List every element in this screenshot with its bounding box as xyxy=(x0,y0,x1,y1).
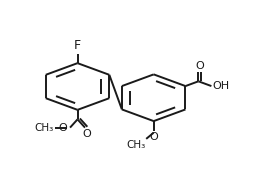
Text: F: F xyxy=(74,39,81,52)
Text: O: O xyxy=(82,129,91,139)
Text: CH₃: CH₃ xyxy=(35,123,54,133)
Text: O: O xyxy=(149,132,158,142)
Text: O: O xyxy=(58,123,67,133)
Text: O: O xyxy=(195,61,204,71)
Text: OH: OH xyxy=(213,81,230,91)
Text: CH₃: CH₃ xyxy=(126,140,145,150)
